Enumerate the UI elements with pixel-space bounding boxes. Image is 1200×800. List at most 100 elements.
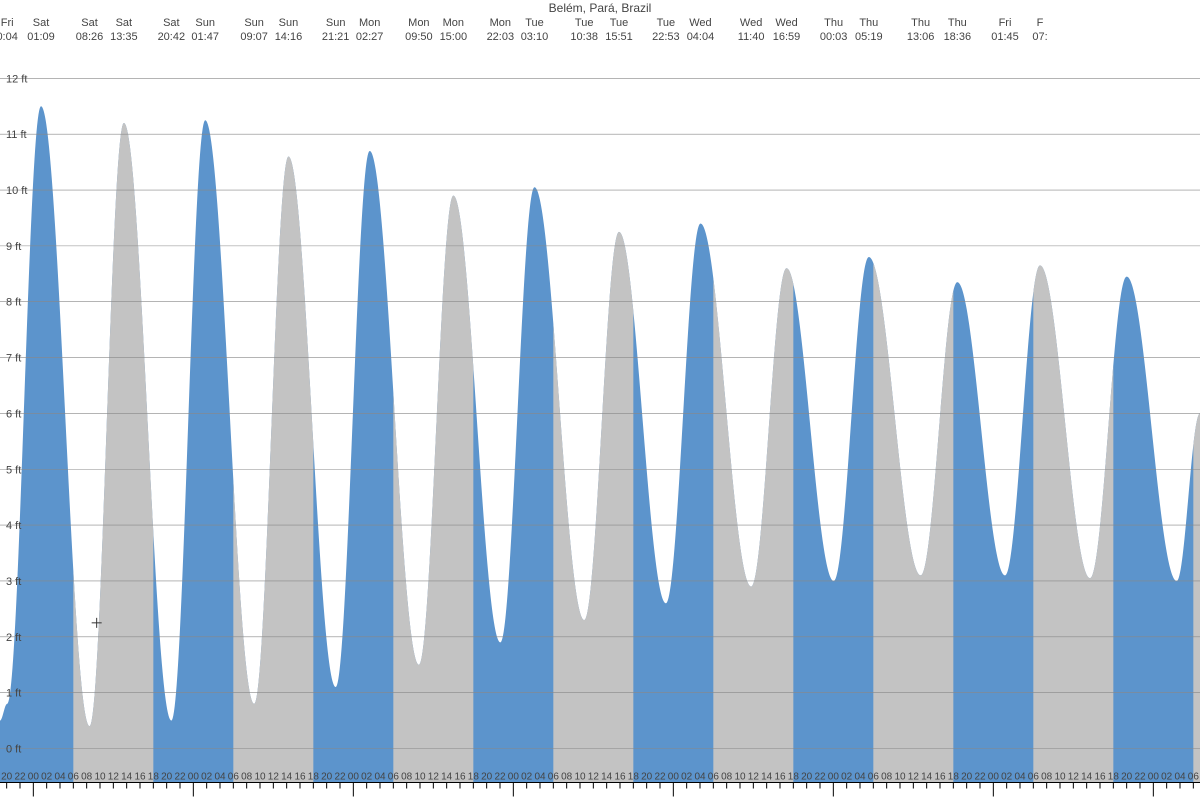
y-axis-label: 5 ft xyxy=(6,464,21,476)
x-axis-hour-label: 06 xyxy=(868,772,880,783)
top-label-time: 14:16 xyxy=(275,31,303,43)
x-axis-hour-label: 18 xyxy=(148,772,160,783)
x-axis-hour-label: 02 xyxy=(1161,772,1173,783)
top-label-time: 16:59 xyxy=(773,31,801,43)
top-label-time: 01:09 xyxy=(27,31,55,43)
x-axis-hour-label: 16 xyxy=(774,772,786,783)
top-label-day: Tue xyxy=(525,17,544,29)
top-label-day: Fri xyxy=(1,17,14,29)
top-label-day: Sat xyxy=(33,17,50,29)
x-axis-hour-label: 06 xyxy=(708,772,720,783)
y-axis-label: 12 ft xyxy=(6,73,27,85)
x-axis-hour-label: 02 xyxy=(41,772,53,783)
top-label-day: Sat xyxy=(163,17,180,29)
x-axis-hour-label: 04 xyxy=(854,772,866,783)
top-label-day: Sun xyxy=(279,17,299,29)
top-label-time: 00:03 xyxy=(820,31,848,43)
x-axis-hour-label: 16 xyxy=(294,772,306,783)
y-axis-label: 1 ft xyxy=(6,688,21,700)
x-axis-hour-label: 10 xyxy=(254,772,266,783)
top-label-time: 07: xyxy=(1032,31,1047,43)
top-label-time: 15:51 xyxy=(605,31,633,43)
top-label-day: Tue xyxy=(575,17,594,29)
x-axis-hour-label: 18 xyxy=(948,772,960,783)
x-axis-hour-label: 12 xyxy=(108,772,120,783)
x-axis-hour-label: 12 xyxy=(588,772,600,783)
top-label-time: 11:40 xyxy=(738,31,765,43)
top-label-time: 02:27 xyxy=(356,31,384,43)
x-axis-hour-label: 18 xyxy=(788,772,800,783)
top-label-time: 0:04 xyxy=(0,31,18,43)
y-axis-label: 4 ft xyxy=(6,520,21,532)
top-label-time: 10:38 xyxy=(570,31,598,43)
top-label-time: 08:26 xyxy=(76,31,104,43)
x-axis-hour-label: 20 xyxy=(801,772,813,783)
x-axis-hour-label: 06 xyxy=(228,772,240,783)
x-axis-hour-label: 00 xyxy=(28,772,40,783)
x-axis-hour-label: 04 xyxy=(1174,772,1186,783)
x-axis-hour-label: 04 xyxy=(534,772,546,783)
top-label-day: Mon xyxy=(408,17,429,29)
top-label-time: 04:04 xyxy=(687,31,715,43)
x-axis-hour-label: 20 xyxy=(1121,772,1133,783)
tide-area-day xyxy=(1193,413,1200,782)
x-axis-hour-label: 00 xyxy=(828,772,840,783)
x-axis-hour-label: 04 xyxy=(374,772,386,783)
x-axis-hour-label: 12 xyxy=(908,772,920,783)
top-label-time: 09:50 xyxy=(405,31,433,43)
top-label-time: 15:00 xyxy=(440,31,468,43)
x-axis-hour-label: 08 xyxy=(401,772,413,783)
top-label-day: Fri xyxy=(999,17,1012,29)
x-axis-hour-label: 14 xyxy=(441,772,453,783)
top-label-time: 22:53 xyxy=(652,31,680,43)
tide-area-day xyxy=(873,263,953,782)
y-axis-label: 3 ft xyxy=(6,576,21,588)
x-axis-hour-label: 02 xyxy=(201,772,213,783)
y-axis-label: 0 ft xyxy=(6,743,21,755)
y-axis-label: 7 ft xyxy=(6,353,21,365)
x-axis-hour-label: 22 xyxy=(494,772,506,783)
x-axis-hour-label: 20 xyxy=(321,772,333,783)
top-label-day: Wed xyxy=(689,17,711,29)
x-axis-hour-label: 02 xyxy=(521,772,533,783)
top-label-day: Sat xyxy=(81,17,98,29)
x-axis-hour-label: 06 xyxy=(1028,772,1040,783)
x-axis-hour-label: 18 xyxy=(1108,772,1120,783)
top-label-day: Sun xyxy=(244,17,264,29)
x-axis-hour-label: 08 xyxy=(241,772,253,783)
x-axis-hour-label: 04 xyxy=(214,772,226,783)
top-label-time: 22:03 xyxy=(487,31,515,43)
x-axis-hour-label: 22 xyxy=(174,772,186,783)
top-label-day: Wed xyxy=(775,17,797,29)
top-label-time: 20:42 xyxy=(158,31,186,43)
x-axis-hour-label: 04 xyxy=(1014,772,1026,783)
tide-area-day xyxy=(393,196,473,782)
top-label-day: Mon xyxy=(443,17,464,29)
top-label-time: 01:45 xyxy=(991,31,1019,43)
top-label-day: Thu xyxy=(911,17,930,29)
x-axis-hour-label: 12 xyxy=(1068,772,1080,783)
x-axis-hour-label: 10 xyxy=(894,772,906,783)
tide-area-day xyxy=(1033,265,1113,782)
x-axis-hour-label: 08 xyxy=(721,772,733,783)
x-axis-hour-label: 06 xyxy=(68,772,80,783)
x-axis-hour-label: 14 xyxy=(121,772,133,783)
x-axis-hour-label: 02 xyxy=(681,772,693,783)
x-axis-hour-label: 16 xyxy=(1094,772,1106,783)
top-label-day: Sun xyxy=(195,17,215,29)
x-axis-hour-label: 20 xyxy=(641,772,653,783)
x-axis-hour-label: 08 xyxy=(1041,772,1053,783)
top-label-day: F xyxy=(1037,17,1044,29)
x-axis-hour-label: 22 xyxy=(1134,772,1146,783)
x-axis-hour-label: 10 xyxy=(574,772,586,783)
top-label-day: Thu xyxy=(948,17,967,29)
x-axis-hour-label: 06 xyxy=(388,772,400,783)
x-axis-hour-label: 16 xyxy=(934,772,946,783)
x-axis-hour-label: 20 xyxy=(961,772,973,783)
y-axis-label: 9 ft xyxy=(6,241,21,253)
top-label-time: 13:06 xyxy=(907,31,935,43)
x-axis-hour-label: 14 xyxy=(1081,772,1093,783)
top-label-day: Tue xyxy=(610,17,629,29)
x-axis-hour-label: 22 xyxy=(974,772,986,783)
x-axis-hour-label: 22 xyxy=(654,772,666,783)
